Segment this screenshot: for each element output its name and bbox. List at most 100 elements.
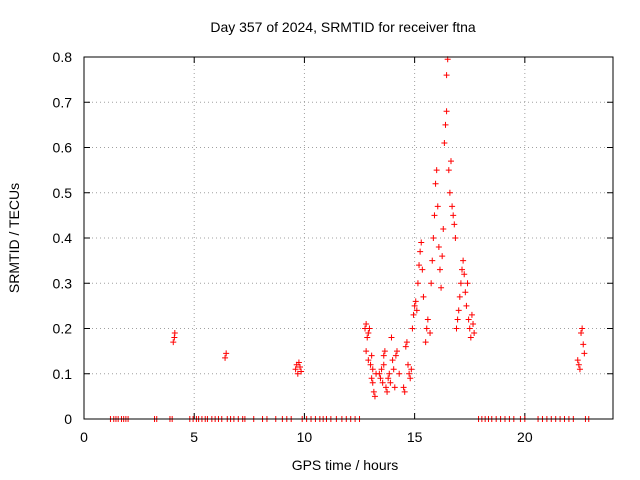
data-point — [367, 361, 374, 368]
y-tick-label: 0.4 — [53, 230, 73, 246]
data-point — [454, 316, 461, 323]
data-point — [405, 361, 412, 368]
data-points — [107, 56, 592, 422]
data-point — [465, 316, 472, 323]
data-point — [390, 366, 397, 373]
data-point — [433, 167, 440, 174]
data-point — [441, 139, 448, 146]
x-tick-label: 5 — [190, 429, 198, 445]
data-point — [443, 72, 450, 79]
data-point — [438, 284, 445, 291]
x-tick-label: 20 — [517, 429, 533, 445]
data-point — [440, 225, 447, 232]
data-point — [365, 357, 372, 364]
data-point — [422, 339, 429, 346]
data-point — [384, 388, 391, 395]
data-point — [416, 262, 423, 269]
data-point — [471, 330, 478, 337]
data-point — [467, 334, 474, 341]
y-tick-label: 0.1 — [53, 366, 73, 382]
data-point — [409, 325, 416, 332]
data-point — [447, 158, 454, 165]
data-point — [382, 384, 389, 391]
x-tick-label: 0 — [80, 429, 88, 445]
data-point — [297, 363, 304, 370]
data-point — [456, 293, 463, 300]
data-point — [222, 354, 229, 361]
data-point — [376, 370, 383, 377]
data-point — [171, 330, 178, 337]
data-point — [392, 352, 399, 359]
data-point — [460, 257, 467, 264]
data-point — [580, 341, 587, 348]
data-point — [364, 334, 371, 341]
data-point — [427, 330, 434, 337]
data-point — [457, 280, 464, 287]
data-point — [386, 370, 393, 377]
data-point — [366, 325, 373, 332]
y-tick-label: 0.2 — [53, 321, 73, 337]
y-tick-label: 0 — [64, 411, 72, 427]
data-point — [412, 298, 419, 305]
data-point — [413, 307, 420, 314]
data-point — [377, 375, 384, 382]
chart-title: Day 357 of 2024, SRMTID for receiver ftn… — [210, 19, 476, 35]
data-point — [451, 221, 458, 228]
data-point — [470, 320, 477, 327]
data-point — [389, 357, 396, 364]
data-point — [435, 244, 442, 251]
data-point — [380, 352, 387, 359]
data-point — [462, 289, 469, 296]
data-point — [581, 350, 588, 357]
data-point — [368, 352, 375, 359]
data-point — [442, 121, 449, 128]
data-point — [575, 361, 582, 368]
data-point — [381, 348, 388, 355]
data-point — [387, 379, 394, 386]
data-point — [294, 370, 301, 377]
data-point — [385, 375, 392, 382]
data-point — [370, 388, 377, 395]
data-point — [579, 325, 586, 332]
axis-ticks: 0 5 10 15 20 0 0.1 0.2 0.3 0.4 0.5 0.6 0.7 0.8 — [53, 49, 613, 445]
data-point — [292, 366, 299, 373]
data-point — [414, 280, 421, 287]
data-point — [423, 325, 430, 332]
data-point — [363, 348, 370, 355]
data-point — [368, 375, 375, 382]
data-point — [466, 325, 473, 332]
data-point — [407, 375, 414, 382]
data-point — [380, 361, 387, 368]
plot-frame — [83, 56, 614, 420]
data-point — [400, 384, 407, 391]
data-point — [450, 212, 457, 219]
x-tick-label: 10 — [297, 429, 313, 445]
data-point — [578, 330, 585, 337]
x-tick-label: 15 — [407, 429, 423, 445]
data-point — [436, 266, 443, 273]
data-point — [445, 167, 452, 174]
data-point — [420, 293, 427, 300]
data-point — [170, 339, 177, 346]
y-tick-label: 0.5 — [53, 185, 73, 201]
data-point — [576, 366, 583, 373]
data-point — [369, 379, 376, 386]
y-axis-label: SRMTID / TECUs — [6, 183, 22, 293]
data-point — [428, 280, 435, 287]
y-tick-label: 0.6 — [53, 140, 73, 156]
data-point — [443, 108, 450, 115]
data-point — [295, 359, 302, 366]
data-point — [369, 366, 376, 373]
data-point — [365, 330, 372, 337]
data-point — [432, 180, 439, 187]
data-point — [463, 302, 470, 309]
data-point — [439, 253, 446, 260]
data-point — [459, 266, 466, 273]
data-point — [468, 311, 475, 318]
y-tick-label: 0.7 — [53, 94, 73, 110]
data-point — [401, 388, 408, 395]
x-axis-label: GPS time / hours — [292, 457, 399, 473]
data-point — [430, 235, 437, 241]
data-point — [455, 307, 462, 314]
